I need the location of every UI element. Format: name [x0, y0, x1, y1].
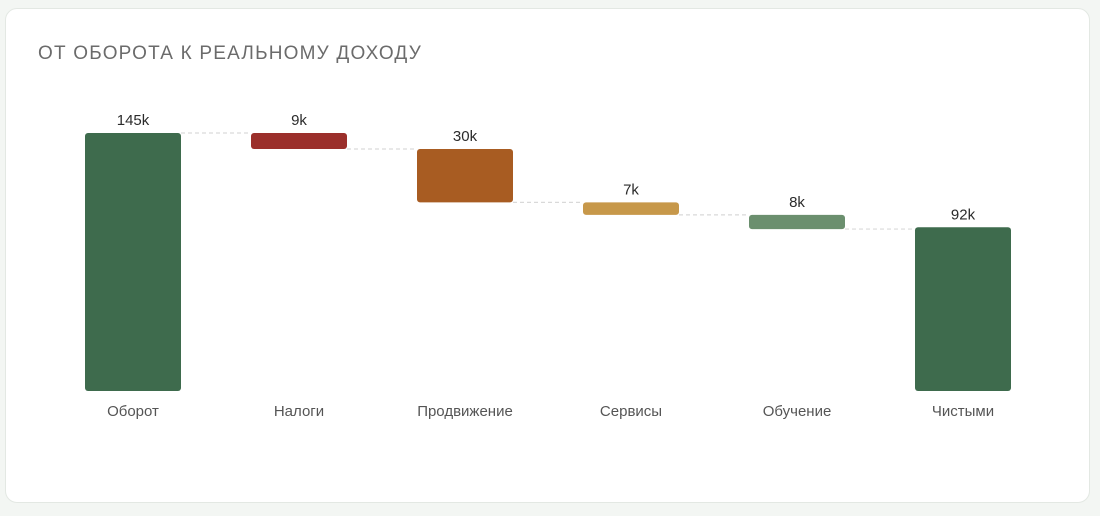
value-labels: 145k 9k 30k 7k 8k 92k — [117, 112, 976, 223]
bar-4 — [583, 202, 679, 215]
category-labels: Оборот Налоги Продвижение Сервисы Обучение Чи… — [107, 403, 994, 420]
bars — [85, 133, 1011, 391]
value-label-2: 9k — [291, 112, 307, 129]
bar-6 — [915, 227, 1011, 391]
value-label-3: 30k — [453, 128, 478, 145]
category-label-6: Чистыми — [932, 403, 994, 420]
bar-2 — [251, 133, 347, 150]
category-label-4: Сервисы — [600, 403, 662, 420]
chart-card: ОТ ОБОРОТА К РЕАЛЬНОМУ ДОХОДУ 145k 9k 30k 7… — [5, 8, 1090, 503]
category-label-5: Обучение — [763, 403, 832, 420]
category-label-1: Оборот — [107, 403, 159, 420]
bar-1 — [85, 133, 181, 391]
category-label-2: Налоги — [274, 403, 324, 420]
waterfall-chart: 145k 9k 30k 7k 8k 92k Оборот Налоги Продвижение… — [85, 112, 1011, 420]
value-label-1: 145k — [117, 112, 150, 129]
value-label-4: 7k — [623, 181, 639, 198]
category-label-3: Продвижение — [417, 403, 513, 420]
chart-title: ОТ ОБОРОТА К РЕАЛЬНОМУ ДОХОДУ — [38, 43, 422, 64]
connector-lines — [181, 132, 915, 230]
value-label-5: 8k — [789, 194, 805, 211]
value-label-6: 92k — [951, 206, 976, 223]
bar-5 — [749, 214, 845, 230]
bar-3 — [417, 149, 513, 203]
